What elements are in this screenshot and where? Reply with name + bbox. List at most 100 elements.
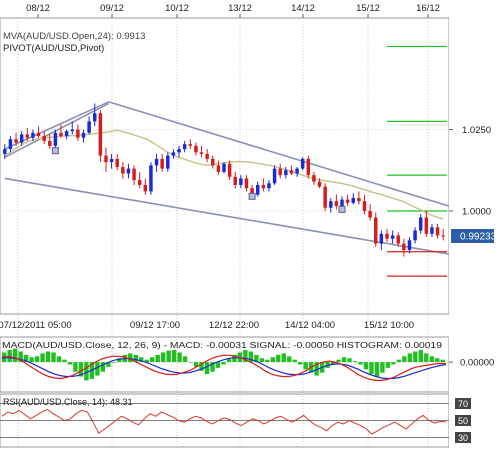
candle-body bbox=[126, 168, 131, 174]
candle bbox=[340, 196, 344, 208]
candle-body bbox=[306, 158, 311, 176]
candle bbox=[205, 149, 209, 163]
trend-marker bbox=[51, 147, 59, 155]
candle-body bbox=[340, 199, 344, 207]
candle-body bbox=[418, 217, 423, 231]
trendline bbox=[4, 177, 449, 255]
macd-hist-bar bbox=[429, 356, 434, 363]
candle bbox=[64, 129, 69, 140]
candle bbox=[109, 153, 114, 169]
rsi-axis-label-box bbox=[455, 415, 471, 426]
macd-hist-bar bbox=[29, 357, 34, 363]
candle-body bbox=[222, 163, 226, 172]
candle-body bbox=[255, 184, 260, 195]
candle bbox=[334, 194, 339, 210]
candle bbox=[413, 227, 417, 244]
candle bbox=[154, 153, 159, 172]
macd-hist-bar bbox=[73, 362, 78, 372]
candle-body bbox=[407, 240, 412, 251]
macd-hist-bar bbox=[435, 358, 440, 363]
candle bbox=[289, 165, 294, 176]
candle bbox=[59, 124, 63, 138]
macd-hist-bar bbox=[62, 359, 67, 363]
macd-hist-bar bbox=[243, 350, 248, 363]
candle-body bbox=[284, 170, 288, 176]
macd-axis-label: 0.00000 bbox=[460, 358, 494, 369]
candle-body bbox=[424, 217, 429, 234]
macd-hist-bar bbox=[84, 362, 89, 381]
candle-body bbox=[177, 149, 181, 153]
candle-body bbox=[64, 131, 69, 137]
candle-body bbox=[166, 155, 170, 169]
macd-hist-bar bbox=[106, 362, 111, 367]
candle-body bbox=[98, 113, 103, 156]
candle bbox=[390, 230, 395, 244]
candle bbox=[278, 163, 282, 179]
macd-line bbox=[1, 354, 446, 381]
bottom-axis-label: 07/12/2011 05:00 bbox=[0, 320, 72, 331]
candle bbox=[149, 162, 153, 195]
macd-hist-bar bbox=[418, 350, 423, 363]
candle-body bbox=[154, 158, 159, 166]
macd-hist-bar bbox=[155, 354, 160, 363]
main-axis-label: 1.0250 bbox=[462, 125, 491, 136]
candle-body bbox=[351, 197, 355, 203]
candle bbox=[368, 204, 372, 221]
candle bbox=[385, 228, 389, 242]
macd-hist-bar bbox=[215, 362, 221, 368]
candle bbox=[92, 103, 97, 127]
candle-body bbox=[92, 113, 97, 122]
macd-hist-bar bbox=[336, 359, 341, 363]
candle bbox=[25, 127, 30, 141]
rsi-line bbox=[1, 408, 447, 435]
macd-hist-bar bbox=[160, 352, 166, 363]
candle bbox=[323, 183, 327, 211]
macd-histogram bbox=[0, 348, 449, 381]
candle bbox=[199, 145, 204, 158]
candle-body bbox=[143, 184, 148, 192]
candle-body bbox=[272, 168, 277, 184]
candle-body bbox=[402, 243, 406, 251]
candle bbox=[104, 147, 108, 172]
macd-hist-bar bbox=[128, 353, 133, 363]
candle-body bbox=[390, 235, 395, 239]
candle bbox=[239, 175, 243, 189]
macd-hist-bar bbox=[166, 350, 171, 363]
candle-body bbox=[81, 132, 86, 138]
macd-hist-bar bbox=[396, 359, 402, 363]
candle-body bbox=[132, 168, 136, 181]
candle bbox=[351, 193, 355, 205]
candle bbox=[182, 140, 187, 153]
right-axis: 1.0250 1.0000 0.00000 70 50 30 bbox=[449, 125, 494, 443]
candle-body bbox=[160, 158, 164, 169]
last-price-label: 0.99233 bbox=[460, 232, 497, 243]
candle bbox=[317, 178, 322, 189]
macd-hist-bar bbox=[199, 362, 204, 371]
macd-hist-bar bbox=[204, 362, 210, 375]
rsi-axis-label-box bbox=[455, 398, 471, 409]
candle-body bbox=[199, 152, 204, 154]
trend-marker bbox=[338, 205, 346, 213]
candle-body bbox=[368, 210, 372, 218]
candle-body bbox=[227, 163, 232, 177]
candle bbox=[216, 160, 221, 176]
bottom-axis-label: 15/12 10:00 bbox=[364, 320, 414, 331]
candle-body bbox=[48, 140, 52, 146]
candle bbox=[171, 149, 176, 159]
bottom-axis-label: 09/12 17:00 bbox=[130, 320, 180, 331]
top-axis-label: 09/12 bbox=[100, 3, 124, 14]
candle bbox=[295, 167, 299, 177]
candle bbox=[87, 116, 91, 135]
bottom-axis-label: 12/12 22:00 bbox=[209, 320, 259, 331]
macd-lines bbox=[1, 354, 447, 381]
bottom-axis: 07/12/2011 05:00 09/12 17:00 12/12 22:00 14… bbox=[0, 320, 414, 331]
candle-body bbox=[239, 178, 243, 185]
candle bbox=[14, 132, 18, 146]
candle bbox=[261, 178, 266, 192]
macd-hist-bar bbox=[341, 357, 347, 363]
macd-hist-bar bbox=[407, 353, 413, 363]
macd-hist-bar bbox=[363, 362, 369, 370]
candle-body bbox=[289, 170, 294, 174]
